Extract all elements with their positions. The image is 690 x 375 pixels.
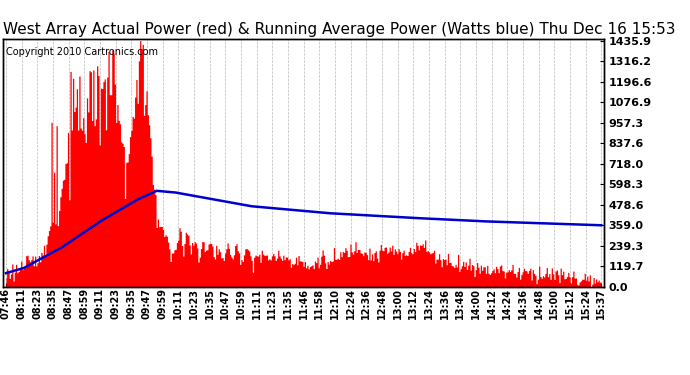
- Text: West Array Actual Power (red) & Running Average Power (Watts blue) Thu Dec 16 15: West Array Actual Power (red) & Running …: [3, 22, 676, 37]
- Text: Copyright 2010 Cartronics.com: Copyright 2010 Cartronics.com: [6, 47, 159, 57]
